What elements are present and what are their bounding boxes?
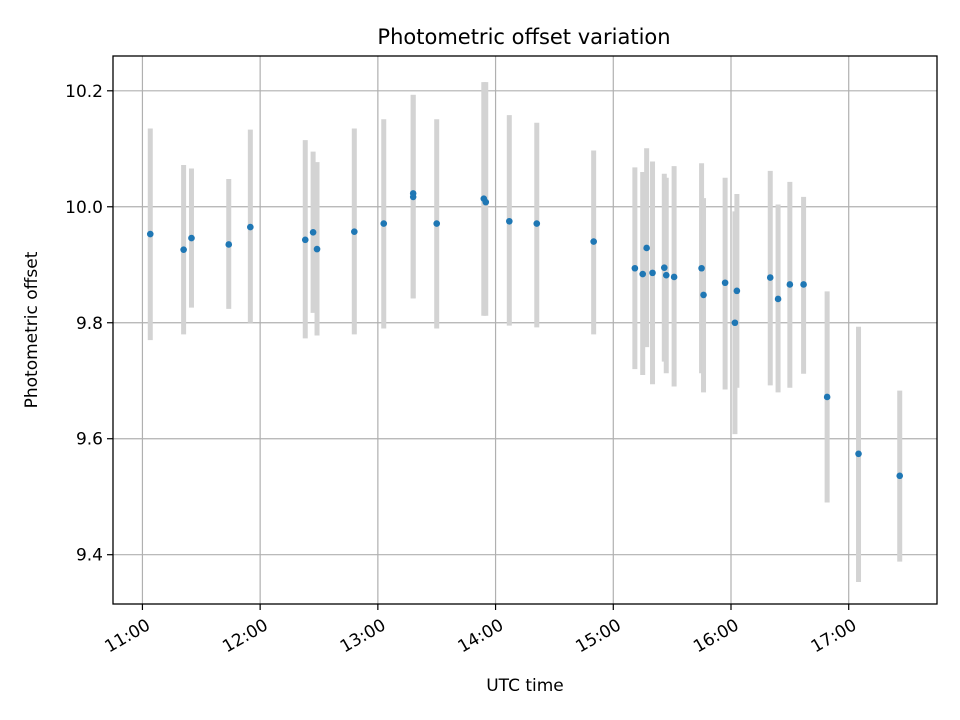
- plot-frame: [112, 55, 938, 605]
- data-point: [313, 245, 321, 253]
- data-point: [786, 281, 794, 288]
- data-point: [146, 230, 154, 238]
- data-point: [643, 244, 650, 252]
- data-point: [670, 273, 678, 281]
- data-point: [351, 228, 358, 236]
- data-point: [823, 393, 831, 401]
- data-point: [731, 319, 739, 327]
- y-tick-label: 10.2: [65, 82, 103, 102]
- data-points: [146, 190, 904, 480]
- y-tick-label: 10.0: [65, 198, 103, 218]
- data-point: [188, 234, 195, 242]
- data-point: [649, 269, 656, 277]
- data-point: [662, 271, 670, 279]
- x-axis-label: UTC time: [486, 676, 564, 696]
- data-point: [660, 264, 668, 271]
- y-tick-label: 9.6: [76, 430, 103, 450]
- y-axis-ticks: 9.4 9.6 9.8 10.0 10.2: [65, 82, 113, 566]
- data-point: [631, 264, 639, 272]
- data-point: [774, 295, 782, 303]
- y-axis-label: Photometric offset: [22, 251, 42, 408]
- data-point: [896, 472, 904, 480]
- data-point: [639, 270, 647, 278]
- data-point: [855, 450, 862, 458]
- data-point: [309, 228, 317, 236]
- y-tick-label: 9.8: [76, 314, 103, 334]
- data-point: [533, 220, 541, 227]
- data-point: [409, 193, 417, 201]
- data-point: [225, 241, 233, 248]
- data-point: [733, 287, 741, 295]
- y-tick-label: 9.4: [76, 546, 103, 566]
- data-point: [433, 220, 441, 227]
- data-point: [698, 264, 705, 272]
- data-point: [721, 279, 729, 287]
- chart-title: Photometric offset variation: [377, 25, 670, 49]
- data-point: [700, 291, 707, 299]
- data-point: [766, 274, 774, 281]
- data-point: [482, 198, 490, 206]
- data-point: [590, 238, 597, 245]
- data-point: [506, 217, 513, 225]
- data-point: [800, 281, 807, 288]
- data-point: [180, 246, 187, 253]
- data-point: [380, 220, 388, 227]
- data-point: [247, 223, 254, 231]
- data-point: [301, 236, 309, 244]
